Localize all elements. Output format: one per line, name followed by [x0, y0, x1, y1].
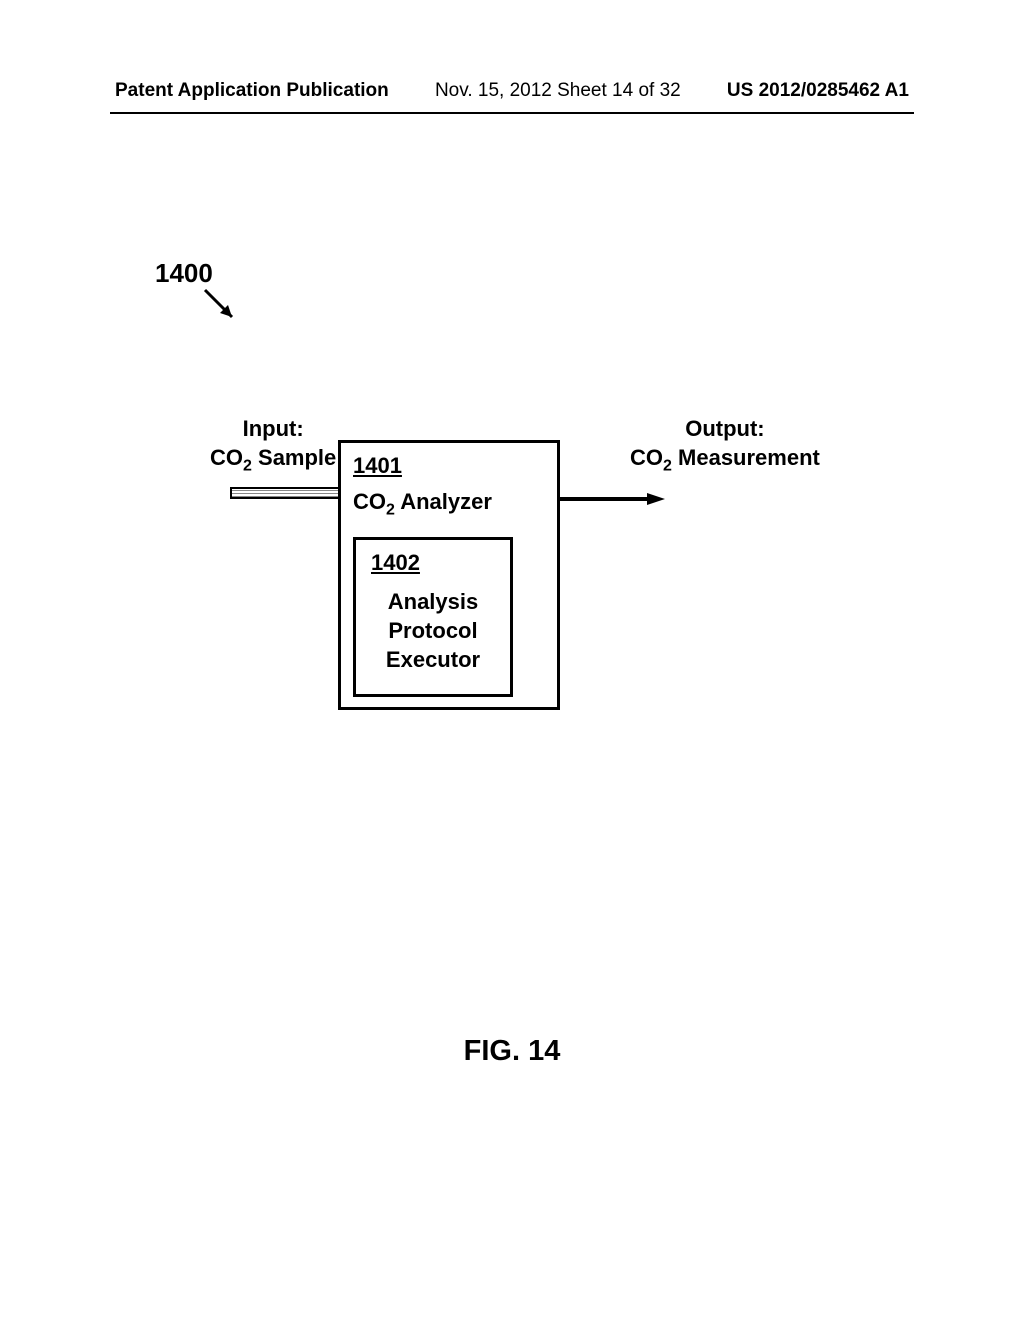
input-line2-suffix: Sample	[252, 445, 336, 470]
output-label: Output: CO2 Measurement	[630, 415, 820, 477]
analyzer-box-1401: 1401 CO2 Analyzer 1402 Analysis Protocol…	[338, 440, 560, 710]
executor-line2: Protocol	[388, 618, 477, 643]
input-sample-tube-icon	[230, 487, 340, 499]
output-line2-sub: 2	[663, 457, 672, 474]
executor-box-1402: 1402 Analysis Protocol Executor	[353, 537, 513, 697]
output-line2-prefix: CO	[630, 445, 663, 470]
input-label: Input: CO2 Sample	[210, 415, 336, 477]
figure-label: FIG. 14	[0, 1035, 1024, 1068]
output-line2-suffix: Measurement	[672, 445, 820, 470]
analyzer-title: CO2 Analyzer	[353, 489, 545, 519]
input-line2-sub: 2	[243, 457, 252, 474]
analyzer-title-sub: 2	[386, 501, 395, 518]
ref-1401: 1401	[353, 453, 545, 479]
input-line2-prefix: CO	[210, 445, 243, 470]
executor-line3: Executor	[386, 647, 480, 672]
page-header: Patent Application Publication Nov. 15, …	[0, 80, 1024, 102]
header-left: Patent Application Publication	[115, 80, 389, 102]
reference-arrow-icon	[200, 285, 250, 335]
header-divider	[110, 112, 914, 114]
output-line1: Output:	[685, 416, 764, 441]
executor-line1: Analysis	[388, 589, 479, 614]
executor-title: Analysis Protocol Executor	[371, 588, 495, 674]
input-line1: Input:	[243, 416, 304, 441]
output-arrow-icon	[557, 493, 672, 511]
analyzer-title-suffix: Analyzer	[395, 489, 492, 514]
analyzer-title-prefix: CO	[353, 489, 386, 514]
header-right: US 2012/0285462 A1	[727, 80, 909, 102]
header-center: Nov. 15, 2012 Sheet 14 of 32	[435, 80, 681, 102]
ref-1402: 1402	[371, 550, 495, 576]
